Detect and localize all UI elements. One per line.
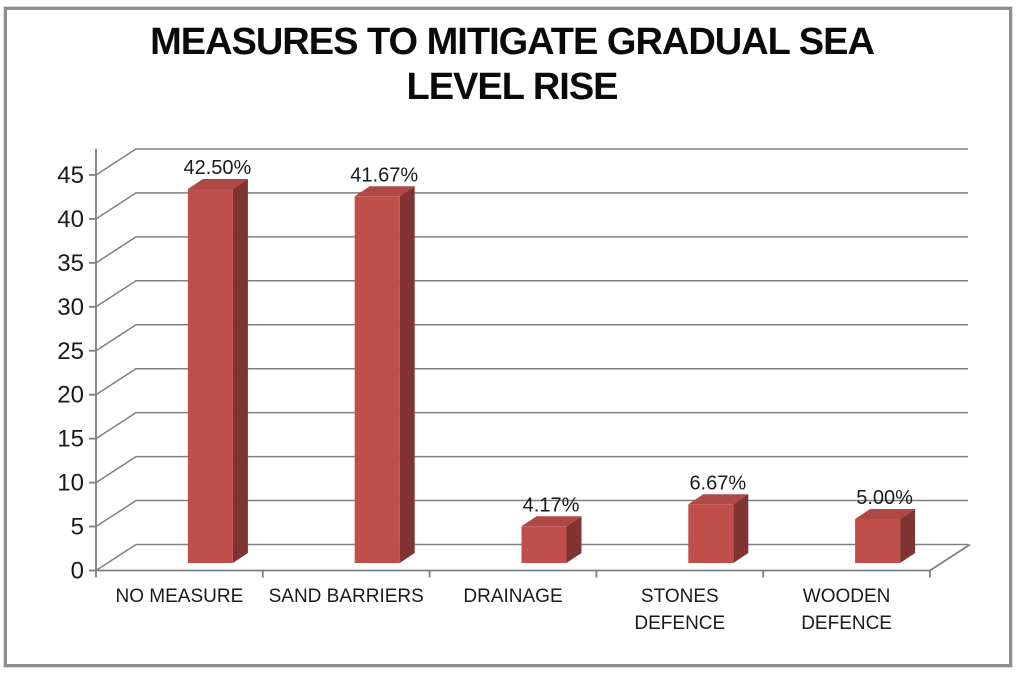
y-tick-label: 15 (57, 426, 84, 453)
bar-side-face (566, 516, 582, 563)
bar-top-face (521, 516, 582, 527)
y-tick-label: 0 (71, 558, 84, 585)
bar-top-face (187, 179, 248, 189)
y-tick-label: 25 (57, 338, 84, 365)
value-label: 4.17% (523, 494, 580, 516)
grid-line (95, 236, 968, 264)
grid-line (95, 324, 968, 352)
y-tick-label: 35 (57, 250, 84, 277)
y-tick-label: 5 (71, 514, 84, 541)
grid-line (95, 455, 968, 484)
category-label: NO MEASURE (116, 586, 244, 607)
grid-line (95, 148, 968, 176)
value-label: 6.67% (689, 472, 746, 494)
bar-top-face (354, 186, 415, 197)
bar-top-face (688, 494, 749, 505)
bar-side-face (399, 186, 415, 563)
value-label: 5.00% (856, 487, 913, 509)
bar-side-face (900, 509, 916, 563)
bar-side-face (733, 494, 749, 563)
bar (521, 526, 567, 563)
bar-top-face (855, 509, 916, 519)
bar (187, 189, 233, 563)
category-label: DEFENCE (634, 613, 725, 634)
category-label: SAND BARRIERS (269, 586, 424, 607)
y-tick-label: 45 (57, 162, 84, 189)
bar (855, 519, 901, 563)
value-label: 42.50% (183, 157, 251, 179)
y-tick-label: 30 (57, 294, 84, 321)
grid-line (95, 499, 968, 528)
y-tick-label: 40 (57, 206, 84, 233)
value-label: 41.67% (350, 164, 418, 186)
category-label: WOODEN (803, 586, 891, 607)
bar (688, 504, 734, 563)
category-label: STONES (641, 586, 719, 607)
category-label: DEFENCE (801, 613, 892, 634)
grid-line (95, 367, 968, 396)
chart-frame[interactable] (3, 6, 1013, 668)
bar (354, 196, 400, 563)
grid-line (95, 411, 968, 440)
category-label: DRAINAGE (463, 586, 562, 607)
chart-title: MEASURES TO MITIGATE GRADUAL SEA LEVEL R… (150, 21, 875, 108)
grid-line (95, 192, 968, 220)
grid-line (95, 280, 968, 308)
y-tick-label: 10 (57, 470, 84, 497)
bar-side-face (232, 179, 248, 563)
y-tick-label: 20 (57, 382, 84, 409)
